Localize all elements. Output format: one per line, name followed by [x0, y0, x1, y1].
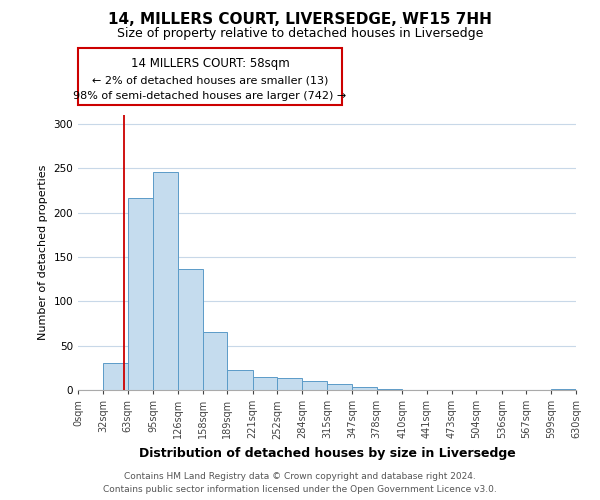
- Bar: [352, 388, 377, 390]
- Bar: [302, 381, 327, 390]
- X-axis label: Distribution of detached houses by size in Liversedge: Distribution of detached houses by size …: [139, 447, 515, 460]
- Bar: [103, 364, 128, 390]
- Bar: [227, 370, 253, 390]
- Text: 98% of semi-detached houses are larger (742) →: 98% of semi-detached houses are larger (…: [73, 92, 347, 102]
- Bar: [327, 384, 352, 390]
- Y-axis label: Number of detached properties: Number of detached properties: [38, 165, 48, 340]
- Bar: [203, 332, 227, 390]
- Text: Contains public sector information licensed under the Open Government Licence v3: Contains public sector information licen…: [103, 485, 497, 494]
- Bar: [551, 389, 576, 390]
- Bar: [128, 198, 153, 390]
- Text: Contains HM Land Registry data © Crown copyright and database right 2024.: Contains HM Land Registry data © Crown c…: [124, 472, 476, 481]
- Bar: [277, 378, 302, 390]
- Text: 14 MILLERS COURT: 58sqm: 14 MILLERS COURT: 58sqm: [131, 57, 289, 70]
- Text: 14, MILLERS COURT, LIVERSEDGE, WF15 7HH: 14, MILLERS COURT, LIVERSEDGE, WF15 7HH: [108, 12, 492, 28]
- Text: ← 2% of detached houses are smaller (13): ← 2% of detached houses are smaller (13): [92, 76, 328, 86]
- Bar: [377, 389, 402, 390]
- Text: Size of property relative to detached houses in Liversedge: Size of property relative to detached ho…: [117, 28, 483, 40]
- Bar: [253, 376, 277, 390]
- Bar: [153, 172, 178, 390]
- Bar: [178, 270, 203, 390]
